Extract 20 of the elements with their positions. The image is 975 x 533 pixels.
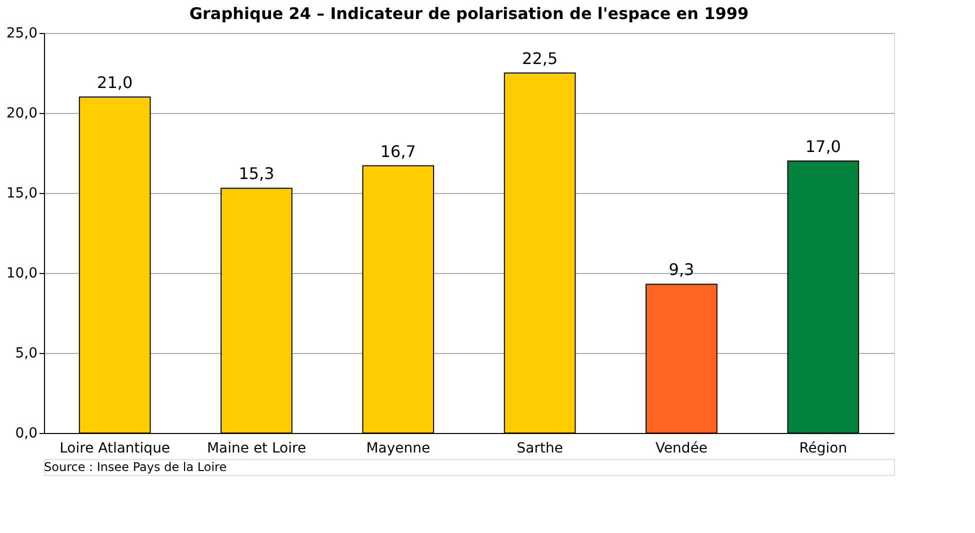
- data-label: 16,7: [380, 142, 416, 161]
- data-label: 9,3: [668, 260, 694, 280]
- data-label: 15,3: [238, 164, 274, 184]
- x-tick-label: Mayenne: [366, 440, 430, 456]
- y-tick-label: 15,0: [6, 186, 38, 202]
- x-tick-label: Région: [799, 440, 848, 456]
- data-label: 17,0: [805, 137, 841, 156]
- chart-title: Graphique 24 – Indicateur de polarisation de l'espace en 1999: [189, 4, 749, 23]
- source-note: Source : Insee Pays de la Loire: [44, 460, 227, 474]
- y-tick-label: 0,0: [15, 426, 38, 442]
- x-tick-label: Loire Atlantique: [60, 440, 170, 456]
- y-tick-label: 10,0: [6, 266, 38, 282]
- x-tick-label: Maine et Loire: [206, 440, 306, 456]
- y-tick-label: 5,0: [15, 346, 38, 362]
- data-label: 21,0: [97, 73, 133, 92]
- y-tick-label: 20,0: [6, 106, 38, 122]
- x-tick-label: Sarthe: [516, 440, 563, 456]
- y-tick-label: 25,0: [6, 26, 38, 42]
- data-label: 22,5: [522, 49, 558, 68]
- x-tick-label: Vendée: [655, 440, 708, 456]
